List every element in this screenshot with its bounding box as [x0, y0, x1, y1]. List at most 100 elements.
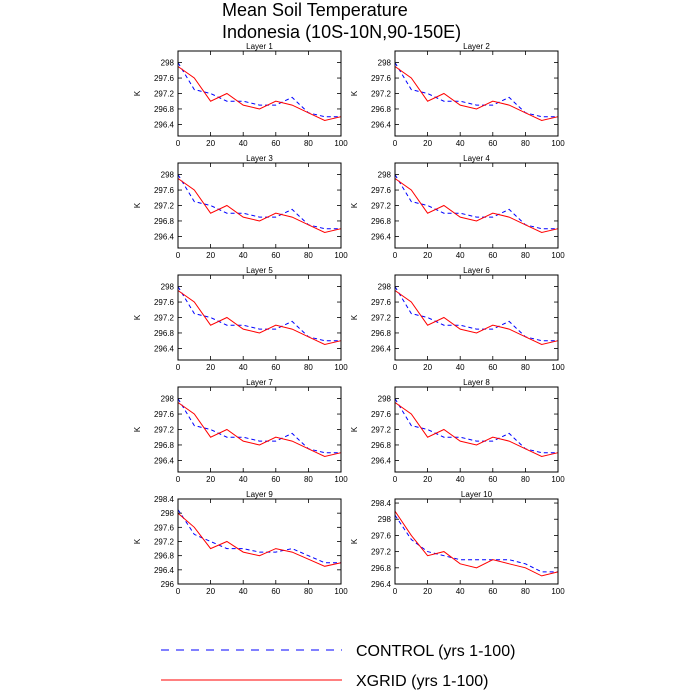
x-tick-label: 100: [334, 475, 348, 484]
x-tick-label: 100: [334, 363, 348, 372]
x-tick-label: 80: [304, 363, 313, 372]
y-tick-label: 296.4: [371, 120, 392, 129]
y-tick-label: 296.4: [154, 120, 175, 129]
plot-frame: [394, 498, 559, 585]
panel-title: Layer 2: [463, 42, 490, 51]
x-tick-label: 40: [239, 139, 248, 148]
x-tick-label: 20: [206, 587, 215, 596]
y-tick-label: 296.4: [371, 456, 392, 465]
y-tick-label: 298: [378, 171, 392, 180]
x-tick-label: 60: [271, 475, 280, 484]
panel-title: Layer 10: [461, 490, 493, 499]
panel-layer-10: Layer 10 K 0 20 40 60 80 100 296.4 296.8 297.2 297.…: [350, 490, 565, 596]
y-tick-label: 298: [161, 59, 175, 68]
series-control-line: [394, 62, 558, 118]
y-tick-label: 296.8: [154, 329, 175, 338]
x-tick-label: 40: [456, 587, 465, 596]
y-tick-label: 297.2: [154, 538, 175, 547]
plot-frame: [394, 386, 559, 473]
y-axis-label: K: [350, 202, 359, 208]
x-tick-label: 0: [393, 251, 398, 260]
y-tick-label: 297.2: [371, 426, 392, 435]
x-tick-label: 100: [551, 363, 565, 372]
x-tick-label: 40: [456, 251, 465, 260]
y-tick-label: 297.6: [371, 298, 392, 307]
y-tick-label: 296.8: [154, 217, 175, 226]
y-tick-label: 297.6: [154, 298, 175, 307]
series-xgrid-line: [177, 290, 342, 346]
y-tick-label: 296.8: [371, 564, 392, 573]
y-tick-label: 296.8: [154, 105, 175, 114]
y-tick-label: 298: [161, 283, 175, 292]
y-tick-label: 298: [161, 509, 175, 518]
x-tick-label: 40: [456, 139, 465, 148]
x-tick-label: 80: [521, 251, 530, 260]
y-axis-label: K: [133, 90, 142, 96]
series-xgrid-line: [177, 402, 342, 458]
x-tick-label: 20: [206, 139, 215, 148]
series-xgrid-line: [177, 512, 342, 567]
x-tick-label: 100: [334, 139, 348, 148]
y-tick-label: 297.2: [371, 314, 392, 323]
plot-frame: [177, 50, 342, 137]
x-tick-label: 0: [393, 363, 398, 372]
panel-grid: Layer 1 K 0 20 40 60 80 100 296.4 296.8 297.2 297.6…: [133, 42, 565, 596]
x-tick-label: 80: [304, 251, 313, 260]
y-axis-label: K: [350, 538, 359, 544]
figure-title-line2: Indonesia (10S-10N,90-150E): [222, 22, 461, 42]
plot-frame: [177, 498, 342, 585]
x-tick-label: 100: [551, 139, 565, 148]
y-axis-label: K: [350, 90, 359, 96]
series-control-line: [394, 286, 558, 342]
y-axis-label: K: [350, 426, 359, 432]
panel-title: Layer 4: [463, 154, 490, 163]
panel-layer-4: Layer 4 K 0 20 40 60 80 100 296.4 296.8 297.2 297.6…: [350, 154, 565, 260]
legend-control-label: CONTROL (yrs 1-100): [356, 643, 515, 660]
panel-title: Layer 6: [463, 266, 490, 275]
series-control-line: [394, 514, 558, 573]
series-control-line: [394, 398, 558, 454]
y-tick-label: 297.2: [371, 202, 392, 211]
x-tick-label: 40: [239, 587, 248, 596]
x-tick-label: 60: [488, 363, 497, 372]
x-tick-label: 100: [334, 587, 348, 596]
x-tick-label: 0: [176, 363, 181, 372]
y-tick-label: 298.4: [154, 495, 175, 504]
y-tick-label: 298: [378, 59, 392, 68]
y-tick-label: 296.8: [371, 329, 392, 338]
x-tick-label: 80: [521, 363, 530, 372]
y-tick-label: 296.4: [371, 344, 392, 353]
panel-layer-5: Layer 5 K 0 20 40 60 80 100 296.4 296.8 297.2 297.6…: [133, 266, 348, 372]
panel-layer-6: Layer 6 K 0 20 40 60 80 100 296.4 296.8 297.2 297.6…: [350, 266, 565, 372]
x-tick-label: 60: [271, 139, 280, 148]
y-tick-label: 296.4: [371, 232, 392, 241]
plot-frame: [177, 162, 342, 249]
y-tick-label: 298.4: [371, 499, 392, 508]
x-tick-label: 80: [521, 475, 530, 484]
x-tick-label: 0: [393, 139, 398, 148]
x-tick-label: 80: [304, 587, 313, 596]
x-tick-label: 20: [423, 139, 432, 148]
x-tick-label: 0: [176, 251, 181, 260]
series-control-line: [177, 174, 341, 230]
y-axis-label: K: [133, 314, 142, 320]
x-tick-label: 20: [206, 251, 215, 260]
y-axis-label: K: [133, 202, 142, 208]
series-xgrid-line: [394, 510, 559, 577]
x-tick-label: 60: [488, 587, 497, 596]
y-tick-label: 296: [161, 580, 175, 589]
x-tick-label: 0: [176, 587, 181, 596]
x-tick-label: 40: [239, 363, 248, 372]
plot-frame: [177, 386, 342, 473]
y-tick-label: 296.8: [371, 105, 392, 114]
x-tick-label: 40: [456, 475, 465, 484]
series-control-line: [394, 174, 558, 230]
panel-title: Layer 9: [246, 490, 273, 499]
x-tick-label: 100: [551, 475, 565, 484]
x-tick-label: 100: [551, 587, 565, 596]
y-tick-label: 297.6: [371, 186, 392, 195]
x-tick-label: 60: [488, 475, 497, 484]
y-tick-label: 296.8: [371, 217, 392, 226]
x-tick-label: 80: [521, 139, 530, 148]
